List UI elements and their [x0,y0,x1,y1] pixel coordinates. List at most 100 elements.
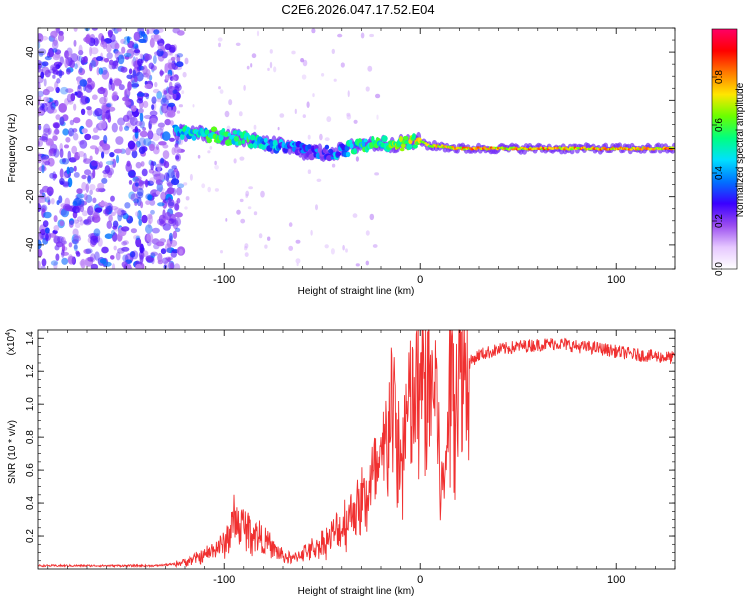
noise-point [54,28,59,36]
noise-point [85,34,91,44]
faint-point [253,124,257,130]
noise-point [46,186,54,196]
noise-point [96,56,103,62]
noise-point [139,112,144,122]
noise-point [61,257,69,265]
noise-point [175,153,181,162]
faint-point [250,63,253,68]
noise-point [50,198,55,205]
noise-point [80,108,86,116]
faint-point [337,33,343,38]
noise-point [138,218,142,227]
noise-point [49,64,59,71]
noise-point [38,141,41,146]
noise-point [38,59,43,70]
signal-point [307,144,312,150]
noise-point [93,228,101,237]
noise-point [55,253,60,261]
noise-point [40,265,46,269]
faint-point [307,169,312,174]
noise-point [47,69,56,74]
spectrogram-x-label: Height of straight line (km) [298,286,415,297]
noise-point [62,128,69,136]
noise-point [103,173,108,178]
noise-point [142,100,149,108]
noise-point [40,71,45,79]
noise-point [81,181,87,191]
noise-point [57,33,65,42]
noise-point [79,219,84,226]
noise-point [130,193,138,202]
noise-point [137,187,144,197]
noise-point [111,92,118,102]
noise-point [106,43,112,53]
noise-point [173,74,179,81]
signal-point [381,135,388,143]
noise-point [176,197,181,204]
signal-point [261,144,266,150]
signal-point [411,133,416,140]
noise-point [168,218,174,225]
signal-point [250,134,256,141]
noise-point [49,233,57,238]
noise-point [138,108,144,114]
noise-point [159,126,164,131]
faint-point [330,248,335,255]
noise-point [61,249,65,258]
signal-point [345,151,351,158]
faint-point [288,245,294,251]
noise-point [65,88,74,93]
noise-point [149,117,158,125]
noise-point [128,169,136,178]
noise-point [55,86,60,94]
faint-point [306,101,310,108]
snr-y-label: SNR (10 * v/v) [7,420,18,484]
spectrogram-y-label: Frequency (Hz) [7,114,18,183]
noise-point [38,249,43,258]
noise-point [142,140,147,149]
noise-point [71,145,78,154]
faint-point [183,182,188,186]
noise-point [39,136,48,141]
faint-point [248,186,254,190]
faint-point [246,65,250,70]
faint-point [189,173,193,181]
noise-point [59,117,65,126]
noise-point [109,152,115,158]
noise-point [176,53,184,58]
noise-point [41,233,49,241]
signal-point [227,132,231,137]
noise-point [171,165,177,170]
faint-point [224,110,230,118]
noise-point [139,254,144,264]
faint-point [310,229,313,236]
noise-point [145,224,153,234]
colorbar-tick-label: 0.8 [714,70,725,84]
noise-point [155,190,161,195]
noise-point [140,161,145,167]
snr-multiplier: (x104) [5,329,17,356]
y-tick-label: 20 [25,94,36,106]
noise-point [154,51,160,56]
colorbar-tick-label: 0.6 [714,118,725,132]
noise-point [143,138,152,146]
faint-point [319,133,323,141]
noise-point [131,59,135,66]
noise-point [174,203,180,211]
noise-point [81,174,87,180]
noise-point [166,172,170,183]
noise-point [115,251,121,261]
noise-point [99,86,104,92]
faint-point [301,74,307,80]
noise-point [92,197,97,204]
noise-point [53,225,60,232]
colorbar-label: Normalized spectral amplitude [735,82,746,217]
noise-point [101,143,111,151]
signal-point [399,136,403,143]
x-tick-label: 100 [607,274,625,286]
noise-point [157,42,165,52]
noise-point [38,90,44,97]
signal-point [348,139,353,144]
noise-point [74,63,78,70]
